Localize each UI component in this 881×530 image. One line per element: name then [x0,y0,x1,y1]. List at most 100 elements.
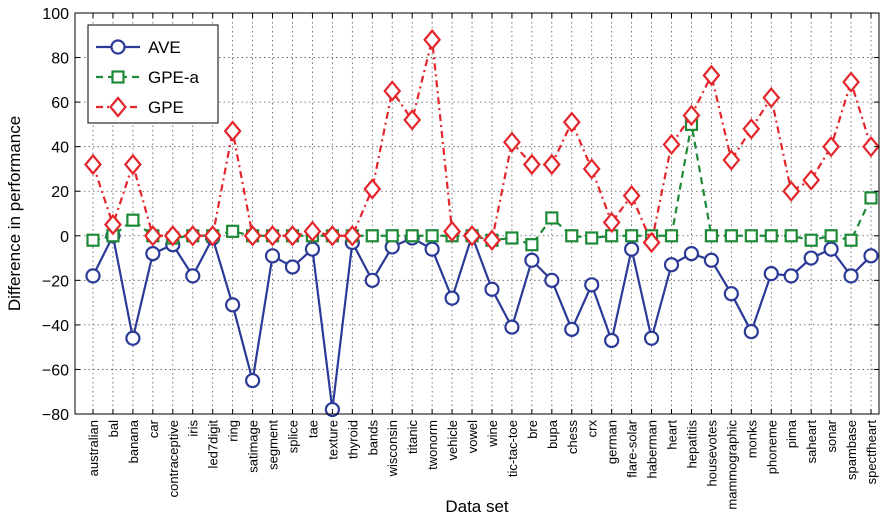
data-point-marker [544,272,560,288]
data-point-marker [682,104,701,127]
data-point-marker [663,257,680,273]
data-point-marker [365,229,379,243]
x-tick-label: flare-solar [625,419,640,477]
data-point-marker [524,252,540,268]
data-point-marker [643,330,660,346]
data-point-marker [802,169,821,191]
y-tick-label: 20 [51,184,69,201]
x-axis-label: Data set [445,497,509,516]
data-point-marker [863,248,879,264]
data-point-marker [504,319,520,335]
data-point-marker [226,224,240,238]
y-tick-label: 0 [60,229,69,246]
data-point-marker [111,70,125,84]
y-tick-label: 40 [51,140,69,157]
data-point-marker [244,372,261,389]
data-point-marker [123,153,142,176]
data-point-marker [283,225,302,247]
data-point-marker [163,225,182,247]
data-point-marker [584,277,600,293]
data-point-marker [423,29,442,51]
data-point-marker [125,330,141,346]
x-tick-label: mammographic [724,420,739,510]
data-point-marker [843,268,859,284]
x-tick-label: crx [585,420,600,438]
x-tick-label: monks [744,420,759,459]
x-tick-label: iris [186,420,201,437]
x-tick-label: saheart [804,420,819,464]
data-point-marker [443,220,462,243]
x-tick-label: spambase [844,420,859,480]
legend-label: GPE [148,98,184,117]
y-tick-label: 80 [51,51,69,68]
data-point-marker [264,248,281,264]
x-tick-label: hepatitis [684,420,699,469]
data-point-marker [364,272,380,288]
x-tick-label: sonar [824,419,839,452]
y-axis-label: Difference in performance [5,116,24,311]
data-point-marker [185,268,201,284]
data-point-marker [405,229,419,243]
data-point-marker [525,238,539,252]
x-tick-label: wine [485,420,500,448]
x-tick-label: tic-tac-toe [505,420,520,477]
y-tick-label: −80 [42,407,69,424]
data-point-marker [662,133,681,156]
data-point-marker [702,64,721,87]
data-point-marker [542,153,561,176]
data-point-marker [565,229,579,243]
data-point-marker [585,231,599,245]
data-point-marker [744,229,758,243]
data-point-marker [743,323,759,340]
x-tick-label: wisconsin [385,420,400,477]
x-tick-label: tae [305,420,320,438]
data-point-marker [484,281,500,297]
legend-item-gpe-a: GPE-a [96,68,200,87]
series-ave [85,228,879,418]
x-tick-label: vehicle [445,420,460,460]
data-point-marker [824,229,838,243]
x-tick-label: phoneme [764,420,779,474]
x-tick-label: german [605,420,620,464]
data-point-marker [145,246,161,262]
data-point-marker [803,250,819,266]
series-line [91,39,873,247]
data-point-marker [385,229,399,243]
data-point-marker [225,297,241,313]
data-point-marker [862,135,880,158]
data-point-marker [683,246,700,262]
x-tick-label: bupa [545,419,560,449]
data-point-marker [864,191,878,205]
data-point-marker [604,332,620,349]
data-point-marker [444,290,460,306]
data-point-marker [822,135,841,158]
x-tick-label: led7digit [206,420,221,469]
x-tick-label: bre [525,420,540,439]
data-point-marker [104,213,122,236]
data-point-marker [343,225,362,247]
data-point-marker [624,241,640,257]
x-tick-label: housevotes [704,420,719,487]
x-tick-label: satimage [246,420,261,473]
legend: AVE GPE-a GPE [87,24,219,124]
x-tick-label: australian [86,420,101,476]
x-tick-label: bands [365,420,380,456]
data-point-marker [545,211,559,225]
data-point-marker [742,118,761,140]
data-point-marker [483,229,501,251]
x-tick-label: contraceptive [166,420,181,497]
data-point-marker [704,229,719,243]
data-point-marker [783,268,799,284]
data-point-marker [85,268,101,284]
data-point-marker [602,211,621,234]
x-tick-label: thyroid [345,420,360,459]
data-point-marker [582,158,601,180]
data-point-marker [284,259,301,275]
x-tick-label: banana [126,419,141,463]
series-layer [84,29,880,418]
data-point-marker [403,109,422,131]
data-point-marker [703,252,720,268]
data-point-marker [143,225,162,247]
data-point-marker [86,233,100,247]
